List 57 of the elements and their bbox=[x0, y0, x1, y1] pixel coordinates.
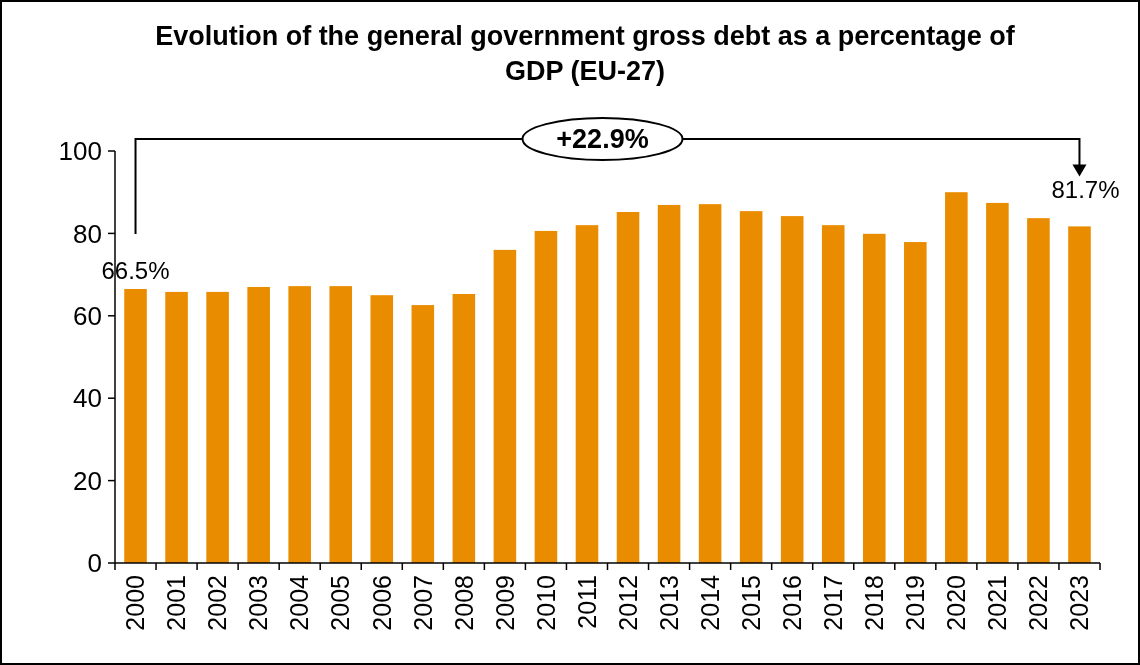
bar bbox=[739, 211, 763, 563]
x-tick-label: 2014 bbox=[695, 574, 724, 631]
x-tick-label: 2016 bbox=[777, 575, 806, 631]
bar bbox=[575, 225, 599, 563]
x-tick-label: 2015 bbox=[736, 575, 765, 631]
y-tick-label: 20 bbox=[73, 465, 102, 496]
x-tick-label: 2012 bbox=[613, 575, 642, 631]
y-tick-label: 0 bbox=[87, 548, 102, 579]
y-tick-label: 60 bbox=[73, 300, 102, 331]
x-tick-label: 2011 bbox=[572, 575, 601, 629]
bar bbox=[821, 225, 845, 563]
x-tick-label: 2000 bbox=[121, 575, 150, 631]
x-tick-label: 2013 bbox=[654, 575, 683, 631]
x-tick-label: 2005 bbox=[326, 575, 355, 631]
bar bbox=[1068, 226, 1091, 563]
bar bbox=[165, 291, 188, 563]
bar bbox=[370, 295, 394, 563]
x-tick-label: 2008 bbox=[449, 575, 478, 631]
bar bbox=[1027, 218, 1050, 563]
data-label: 81.7% bbox=[1051, 176, 1120, 204]
bar bbox=[493, 249, 517, 563]
bar bbox=[904, 242, 927, 563]
x-tick-label: 2002 bbox=[203, 575, 232, 631]
bar bbox=[862, 233, 886, 563]
x-tick-label: 2007 bbox=[408, 575, 437, 631]
x-tick-label: 2009 bbox=[490, 575, 519, 631]
bar bbox=[945, 192, 968, 563]
bar bbox=[124, 289, 147, 563]
bar bbox=[247, 286, 270, 563]
bar bbox=[657, 204, 681, 563]
chart-title: Evolution of the general government gross debt as a percentage of GDP (EU-27) bbox=[155, 21, 1016, 86]
bar bbox=[452, 293, 476, 563]
x-tick-label: 2004 bbox=[285, 574, 314, 631]
x-tick-label: 2022 bbox=[1024, 575, 1053, 631]
y-tick-label: 80 bbox=[73, 218, 102, 249]
x-tick-label: 2018 bbox=[860, 575, 889, 631]
bar bbox=[780, 216, 804, 563]
x-tick-label: 2020 bbox=[942, 575, 971, 631]
bar bbox=[616, 211, 640, 563]
bar bbox=[411, 305, 435, 563]
bar bbox=[329, 286, 353, 563]
x-tick-label: 2021 bbox=[983, 575, 1012, 631]
x-tick-label: 2023 bbox=[1065, 575, 1094, 631]
bar bbox=[206, 291, 229, 563]
x-tick-label: 2019 bbox=[901, 575, 930, 631]
x-tick-label: 2006 bbox=[367, 575, 396, 631]
y-tick-label: 40 bbox=[73, 383, 102, 414]
x-tick-label: 2010 bbox=[531, 575, 560, 631]
bar bbox=[986, 202, 1009, 563]
x-tick-label: 2003 bbox=[244, 575, 273, 631]
x-tick-label: 2001 bbox=[162, 575, 191, 631]
bar bbox=[698, 204, 722, 563]
y-tick-label: 100 bbox=[58, 136, 102, 167]
x-tick-label: 2017 bbox=[818, 575, 847, 631]
bar bbox=[288, 286, 311, 563]
annotation: +22.9% bbox=[556, 124, 649, 155]
bar bbox=[534, 230, 558, 563]
